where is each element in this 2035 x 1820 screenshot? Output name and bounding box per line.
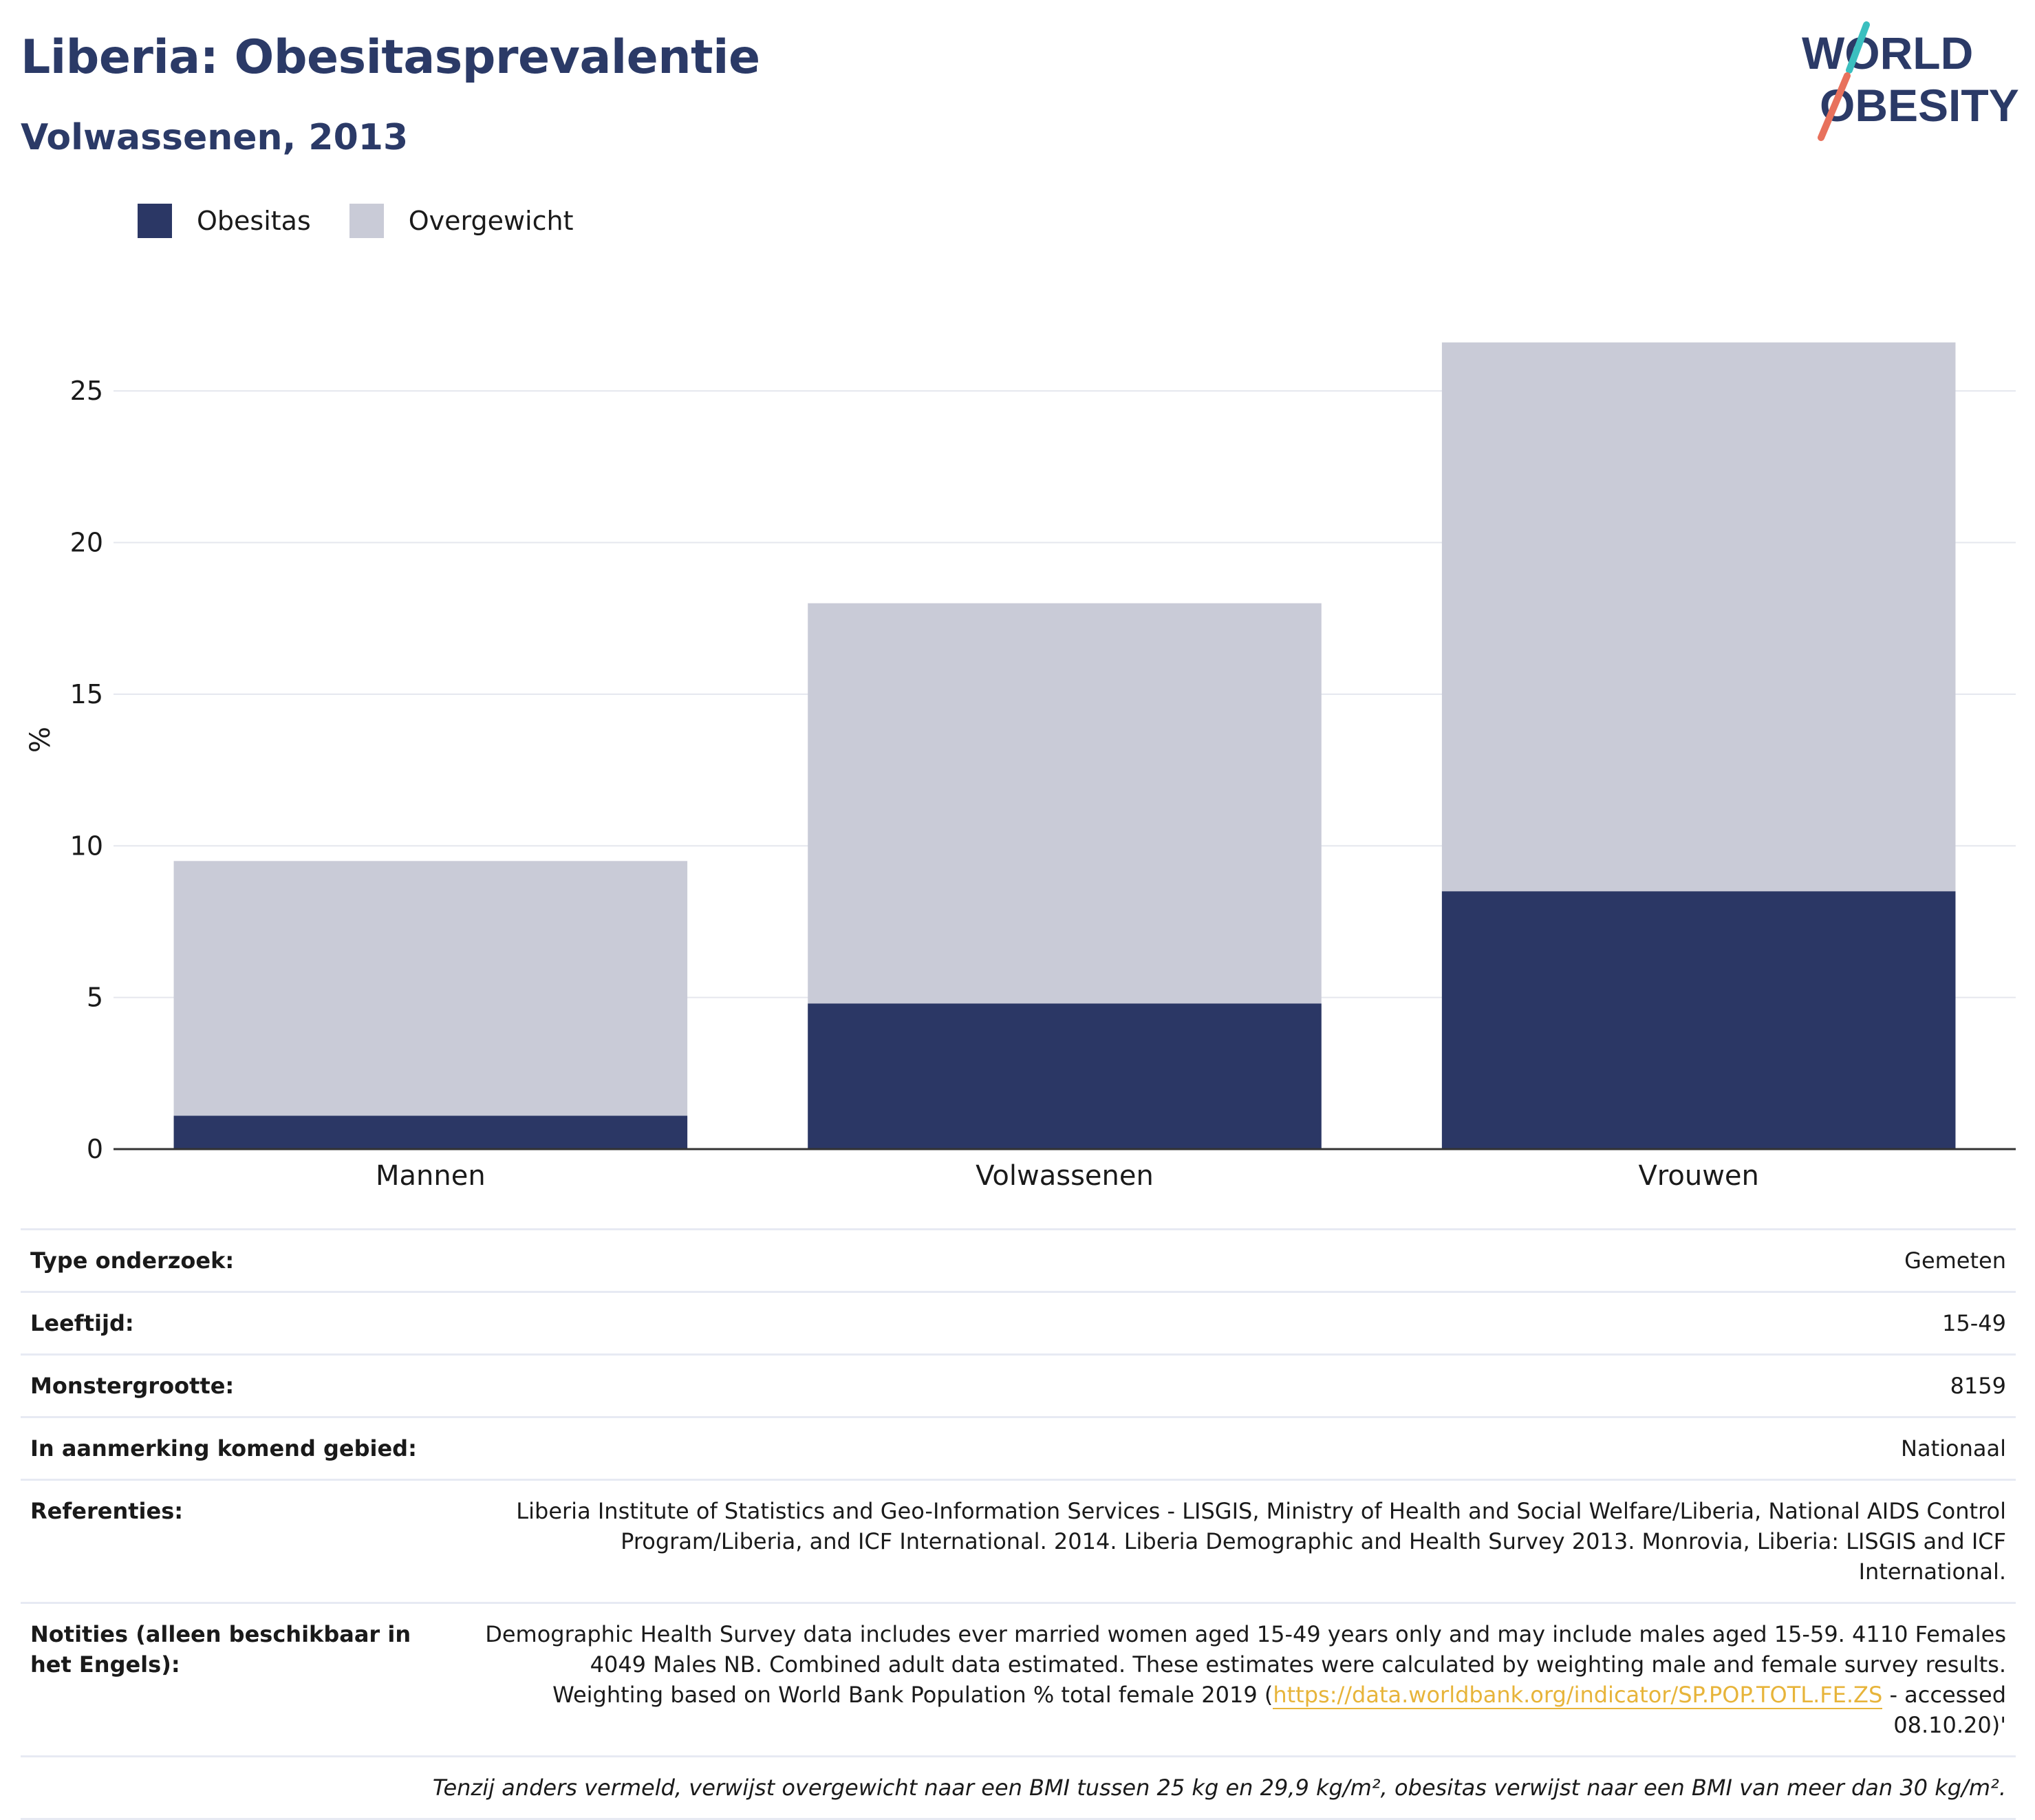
info-row-4-key: Referenties:	[30, 1498, 184, 1524]
info-row-4-value: Liberia Institute of Statistics and Geo-…	[516, 1498, 2006, 1585]
x-tick-label-mannen: Mannen	[376, 1160, 486, 1192]
chart-legend: Obesitas Overgewicht	[138, 204, 612, 238]
legend-label-obesity: Obesitas	[197, 206, 311, 236]
x-tick-label-vrouwen: Vrouwen	[1638, 1160, 1758, 1192]
y-tick-label-5: 5	[87, 983, 103, 1013]
info-row-2-key: Monstergrootte:	[30, 1373, 235, 1399]
bar-chart: 0 5 10 15 20 25% Mannen Volwassenen Vrouwen	[25, 342, 2016, 1192]
logo-line1: WORLD	[1802, 28, 1973, 78]
bar-obesitas-vrouwen	[1441, 891, 1956, 1149]
info-row-notes: Notities (alleen beschikbaar in het Enge…	[21, 1603, 2016, 1757]
legend-item-overweight[interactable]: Overgewicht	[349, 204, 574, 238]
logo-line2: OBESITY	[1820, 80, 2019, 131]
footnote: Tenzij anders vermeld, verwijst overgewi…	[432, 1775, 2006, 1801]
info-row-4: Referenties: Liberia Institute of Statist…	[21, 1479, 2016, 1603]
legend-label-overweight: Overgewicht	[408, 206, 574, 236]
info-row-1: Leeftijd: 15-49	[21, 1292, 2016, 1355]
info-row-3-key: In aanmerking komend gebied:	[30, 1435, 417, 1462]
legend-item-obesity[interactable]: Obesitas	[138, 204, 311, 238]
info-row-3: In aanmerking komend gebied: Nationaal	[21, 1417, 2016, 1480]
info-row-1-value: 15-49	[1942, 1310, 2006, 1336]
world-obesity-logo: WORLD OBESITY	[1802, 21, 2019, 141]
x-tick-label-volwassenen: Volwassenen	[976, 1160, 1154, 1192]
info-row-0-key: Type onderzoek:	[30, 1248, 235, 1274]
y-tick-label-15: 15	[70, 679, 103, 709]
info-row-notes-value: Demographic Health Survey data includes …	[485, 1621, 2006, 1738]
y-tick-label-20: 20	[70, 528, 103, 558]
logo-slash-teal	[1846, 21, 1870, 74]
logo-slash-coral	[1818, 72, 1851, 141]
info-row-0: Type onderzoek: Gemeten	[21, 1229, 2016, 1292]
info-table: Type onderzoek: Gemeten Leeftijd: 15-49 Mons…	[21, 1228, 2016, 1820]
info-row-0-value: Gemeten	[1904, 1248, 2006, 1274]
worldbank-link[interactable]: https://data.worldbank.org/indicator/SP.…	[1273, 1682, 1883, 1709]
y-tick-label-10: 10	[70, 831, 103, 861]
info-row-2: Monstergrootte: 8159	[21, 1354, 2016, 1417]
info-row-2-value: 8159	[1950, 1373, 2006, 1399]
bar-obesitas-volwassenen	[808, 1003, 1322, 1149]
page-title: Liberia: Obesitasprevalentie	[21, 30, 760, 85]
info-row-3-value: Nationaal	[1901, 1435, 2006, 1462]
bar-overgewicht-mannen	[173, 861, 688, 1149]
info-row-1-key: Leeftijd:	[30, 1310, 134, 1336]
info-row-notes-key: Notities (alleen beschikbaar in het Enge…	[30, 1621, 411, 1678]
y-tick-label-0: 0	[87, 1134, 103, 1164]
y-tick-label-25: 25	[70, 376, 103, 406]
bar-obesitas-mannen	[173, 1115, 688, 1149]
page-subtitle: Volwassenen, 2013	[21, 117, 409, 158]
legend-swatch-obesity	[138, 204, 172, 238]
y-axis-title: %	[25, 727, 56, 753]
footnote-row: Tenzij anders vermeld, verwijst overgewi…	[21, 1756, 2016, 1819]
legend-swatch-overweight	[349, 204, 384, 238]
